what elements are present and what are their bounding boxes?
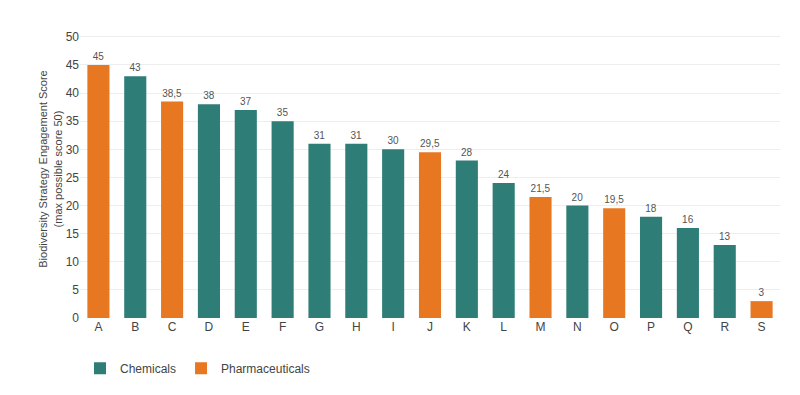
svg-text:50: 50 [66,30,80,44]
svg-text:30: 30 [387,135,399,146]
svg-text:P: P [647,320,655,334]
svg-text:40: 40 [66,86,80,100]
svg-text:13: 13 [719,231,731,242]
svg-text:L: L [500,320,507,334]
svg-text:43: 43 [129,62,141,73]
svg-text:H: H [352,320,361,334]
svg-text:20: 20 [572,192,584,203]
svg-text:29,5: 29,5 [420,138,440,149]
svg-text:5: 5 [72,283,79,297]
svg-text:35: 35 [66,114,80,128]
svg-text:37: 37 [240,96,252,107]
svg-text:A: A [94,320,102,334]
svg-text:Q: Q [683,320,692,334]
svg-text:S: S [758,320,766,334]
svg-text:15: 15 [66,227,80,241]
svg-text:B: B [131,320,139,334]
svg-text:16: 16 [682,214,694,225]
svg-text:E: E [242,320,250,334]
svg-text:N: N [573,320,582,334]
svg-text:D: D [205,320,214,334]
svg-text:28: 28 [461,147,473,158]
svg-text:25: 25 [66,171,80,185]
svg-text:31: 31 [314,130,326,141]
svg-text:F: F [279,320,286,334]
svg-text:Pharmaceuticals: Pharmaceuticals [221,362,310,376]
svg-text:31: 31 [351,130,363,141]
svg-text:35: 35 [277,107,289,118]
svg-text:20: 20 [66,199,80,213]
svg-text:24: 24 [498,169,510,180]
svg-text:19,5: 19,5 [604,194,624,205]
svg-text:O: O [610,320,619,334]
svg-text:J: J [427,320,433,334]
svg-text:K: K [463,320,471,334]
svg-text:C: C [168,320,177,334]
svg-text:G: G [315,320,324,334]
svg-text:10: 10 [66,255,80,269]
svg-text:45: 45 [93,51,105,62]
svg-text:Chemicals: Chemicals [120,362,176,376]
svg-text:45: 45 [66,58,80,72]
svg-text:Biodiversity Strategy Engageme: Biodiversity Strategy Engagement Score(m… [37,70,63,268]
svg-text:3: 3 [759,287,765,298]
svg-text:21,5: 21,5 [531,183,551,194]
svg-text:18: 18 [645,203,657,214]
svg-text:30: 30 [66,143,80,157]
svg-text:R: R [720,320,729,334]
svg-text:I: I [391,320,394,334]
svg-text:38,5: 38,5 [162,88,182,99]
svg-text:38: 38 [203,90,215,101]
svg-text:0: 0 [72,311,79,325]
svg-text:M: M [536,320,546,334]
